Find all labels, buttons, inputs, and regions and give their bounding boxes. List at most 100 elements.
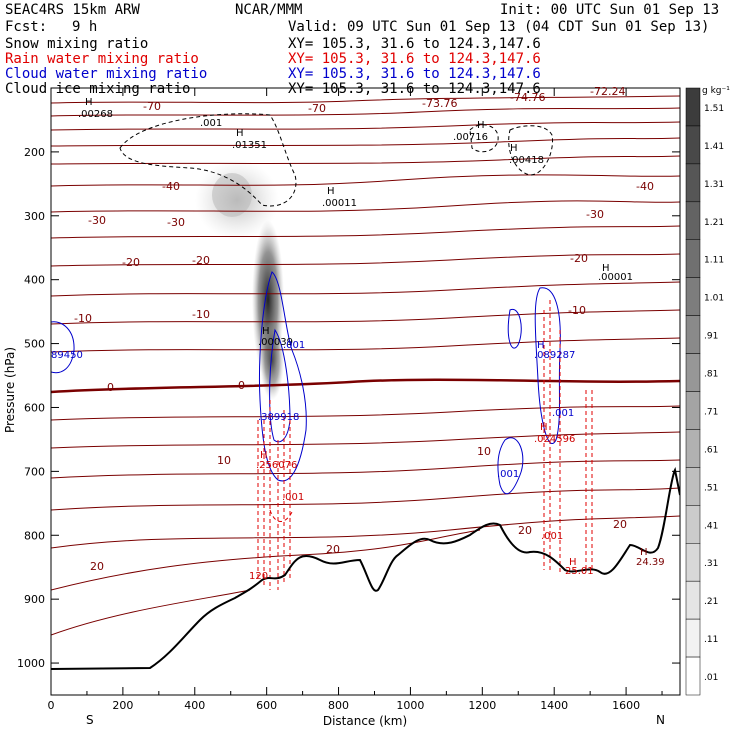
y-tick-label: 200 (24, 146, 45, 159)
x-tick-label: 1200 (468, 699, 496, 712)
snow-contour-upper-right (469, 124, 499, 153)
colorbar-label: .41 (704, 521, 718, 531)
colorbar-swatch (685, 163, 701, 203)
rain-contours (257, 300, 593, 590)
isotherm-label: -70 (143, 100, 161, 113)
colorbar-swatch (685, 618, 701, 658)
isotherm (51, 337, 680, 353)
colorbar-swatch (685, 580, 701, 620)
cloud-water-contour-left (51, 321, 75, 374)
field-name-cloud-water: Cloud water mixing ratio (5, 66, 208, 82)
isotherm-label: -10 (74, 312, 92, 325)
x-tick-label: 200 (112, 699, 133, 712)
colorbar-swatch (685, 201, 701, 240)
y-tick-label: 400 (24, 274, 45, 287)
rain-high-marker: H (540, 422, 548, 433)
init-time: Init: 00 UTC Sun 01 Sep 13 (500, 2, 720, 18)
isotherm (51, 515, 680, 549)
colorbar-swatch (685, 87, 701, 127)
colorbar-label: 1.01 (704, 294, 724, 304)
colorbar-swatch (685, 656, 701, 696)
snow-high-value: .00418 (509, 155, 544, 166)
isotherm (51, 405, 680, 421)
rain-contour (543, 300, 593, 575)
y-tick-label: 900 (24, 593, 45, 606)
field-name-cloud-ice: Cloud ice mixing ratio (5, 81, 191, 97)
terrain-high-value: 24.39 (636, 557, 665, 568)
isotherm (51, 121, 680, 131)
terrain-line (51, 466, 680, 670)
terrain-labels: H 24.39 (636, 547, 665, 568)
cloud-water-contour-right-2 (507, 308, 522, 349)
snow-high-marker: H (236, 128, 244, 139)
isotherm (51, 155, 680, 165)
forecast-hour: 9 h (72, 19, 98, 35)
isotherm (51, 174, 680, 187)
x-tick-label: 0 (48, 699, 55, 712)
colorbar-swatch (685, 467, 701, 506)
cloud-water-high-value: .089287 (534, 350, 575, 361)
cloud-water-contour-plume (259, 271, 307, 482)
rain-contour (257, 400, 291, 590)
cloud-water-high-marker: H (262, 326, 270, 337)
isotherm (51, 487, 680, 511)
x-tick-label: 1000 (396, 699, 424, 712)
rain-labels: H .256076 .001 H .024596 .001 H 25.01 12… (249, 422, 594, 582)
isotherm-zero (51, 378, 680, 394)
isotherm-label: -10 (568, 304, 586, 317)
terrain-high-marker: H (640, 547, 648, 558)
rain-high-value: 25.01 (565, 566, 594, 577)
y-tick-label: 500 (24, 338, 45, 351)
plot-frame (50, 87, 681, 696)
y-axis-title: Pressure (hPa) (3, 347, 17, 433)
isotherm (51, 200, 680, 213)
colorbar-label: .21 (704, 597, 718, 607)
ice-shading-lower (260, 320, 284, 400)
forecast-label: Fcst: (5, 19, 48, 35)
isotherm-extremum: -72.24 (590, 85, 625, 98)
isotherm-label: 20 (326, 543, 340, 556)
rain-contour-label: 120 (249, 571, 268, 582)
isotherm-label: 20 (518, 524, 532, 537)
x-end-label-south: S (86, 713, 94, 727)
rain-high-value: .024596 (534, 434, 575, 445)
rain-high-marker: H (569, 557, 577, 568)
colorbar-swatch (685, 391, 701, 430)
isotherm (51, 137, 680, 147)
snow-contour-upper-left (119, 113, 297, 207)
snow-high-value: .00011 (322, 198, 357, 209)
isotherm-label: 20 (613, 518, 627, 531)
colorbar-swatch (685, 429, 701, 468)
snow-contour-label: .001 (200, 118, 222, 129)
isotherm (51, 225, 680, 239)
isotherm-label: 10 (217, 454, 231, 467)
colorbar: 1.51 1.41 1.31 1.21 1.11 1.01 .91 .81 .71 .61 .51.… (685, 87, 724, 696)
isotherm-extremum: -74.76 (510, 91, 545, 104)
isotherm-label: -10 (192, 308, 210, 321)
isotherm-label: -30 (88, 214, 106, 227)
rain-contour-label: .001 (282, 492, 304, 503)
cloud-water-contour-right (534, 287, 561, 444)
colorbar-swatch (685, 505, 701, 544)
snow-high-value: .00716 (453, 132, 488, 143)
isotherm-label: -40 (162, 180, 180, 193)
y-tick-label: 300 (24, 210, 45, 223)
x-tick-label: 1400 (540, 699, 568, 712)
snow-high-marker: H (510, 143, 518, 154)
colorbar-label: 1.31 (704, 180, 724, 190)
cloud-water-contour-label: .001 (283, 340, 305, 351)
isotherm (51, 459, 680, 479)
snow-high-value: .00268 (78, 109, 113, 120)
colorbar-label: .91 (704, 332, 718, 342)
snow-high-marker: H (477, 120, 485, 131)
y-tick-label: 1000 (17, 657, 45, 670)
isotherm-label: 10 (477, 445, 491, 458)
snow-labels: H .00268 H .01351 H .00011 H .00716 H .0… (78, 97, 633, 348)
isotherm-label: -30 (586, 208, 604, 221)
cloud-water-contour-label: .001 (497, 469, 519, 480)
colorbar-swatch (685, 543, 701, 582)
snow-high-value: .00001 (598, 272, 633, 283)
snow-high-marker: H (602, 263, 610, 274)
field-name-rain: Rain water mixing ratio (5, 51, 199, 67)
